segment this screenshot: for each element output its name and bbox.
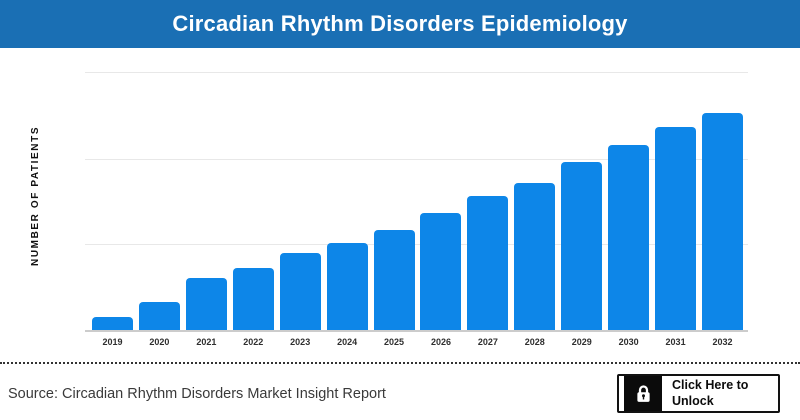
bar-chart: 2019 2020 2021 2022 2023 2024 2025 2026 2027 2028… bbox=[85, 60, 748, 347]
bar-2023 bbox=[279, 253, 321, 330]
gridline-bottom bbox=[85, 244, 748, 245]
bar-2026 bbox=[420, 213, 462, 330]
x-tick-2027: 2027 bbox=[477, 337, 498, 347]
y-axis-label: NUMBER OF PATIENTS bbox=[30, 125, 41, 267]
x-tick-2029: 2029 bbox=[571, 337, 592, 347]
source-text: Source: Circadian Rhythm Disorders Marke… bbox=[8, 386, 386, 402]
bar-2029 bbox=[561, 162, 603, 330]
bar-2028 bbox=[514, 183, 556, 330]
gridline-middle bbox=[85, 159, 748, 160]
unlock-button[interactable]: Click Here to Unlock bbox=[617, 374, 780, 413]
bar-2031 bbox=[655, 127, 697, 330]
footer-divider bbox=[0, 362, 800, 364]
lock-icon-box bbox=[624, 376, 662, 411]
bar-2020 bbox=[138, 302, 180, 330]
x-tick-2030: 2030 bbox=[618, 337, 639, 347]
x-tick-2022: 2022 bbox=[243, 337, 264, 347]
bar-2032 bbox=[701, 113, 743, 330]
x-tick-2023: 2023 bbox=[290, 337, 311, 347]
x-tick-2025: 2025 bbox=[384, 337, 405, 347]
bar-2025 bbox=[373, 230, 415, 330]
page-title: Circadian Rhythm Disorders Epidemiology bbox=[172, 11, 628, 36]
x-axis-tick-labels: 2019 2020 2021 2022 2023 2024 2025 2026 2027 2028… bbox=[92, 337, 743, 347]
x-tick-2026: 2026 bbox=[430, 337, 451, 347]
x-tick-2019: 2019 bbox=[102, 337, 123, 347]
title-banner: Circadian Rhythm Disorders Epidemiology bbox=[0, 0, 800, 48]
lock-icon bbox=[636, 385, 650, 402]
x-tick-2032: 2032 bbox=[712, 337, 733, 347]
bar-2027 bbox=[467, 196, 509, 330]
bar-2019 bbox=[92, 317, 133, 330]
x-tick-2024: 2024 bbox=[337, 337, 358, 347]
bars-container bbox=[92, 60, 743, 330]
bar-2030 bbox=[608, 145, 650, 330]
bar-2021 bbox=[185, 278, 227, 330]
bar-2022 bbox=[232, 268, 274, 330]
unlock-button-label: Click Here to Unlock bbox=[672, 377, 749, 408]
gridline-top bbox=[85, 72, 748, 73]
x-tick-2020: 2020 bbox=[149, 337, 170, 347]
bar-2024 bbox=[326, 243, 368, 330]
x-axis-line bbox=[85, 330, 748, 332]
x-tick-2021: 2021 bbox=[196, 337, 217, 347]
x-tick-2028: 2028 bbox=[524, 337, 545, 347]
x-tick-2031: 2031 bbox=[665, 337, 686, 347]
